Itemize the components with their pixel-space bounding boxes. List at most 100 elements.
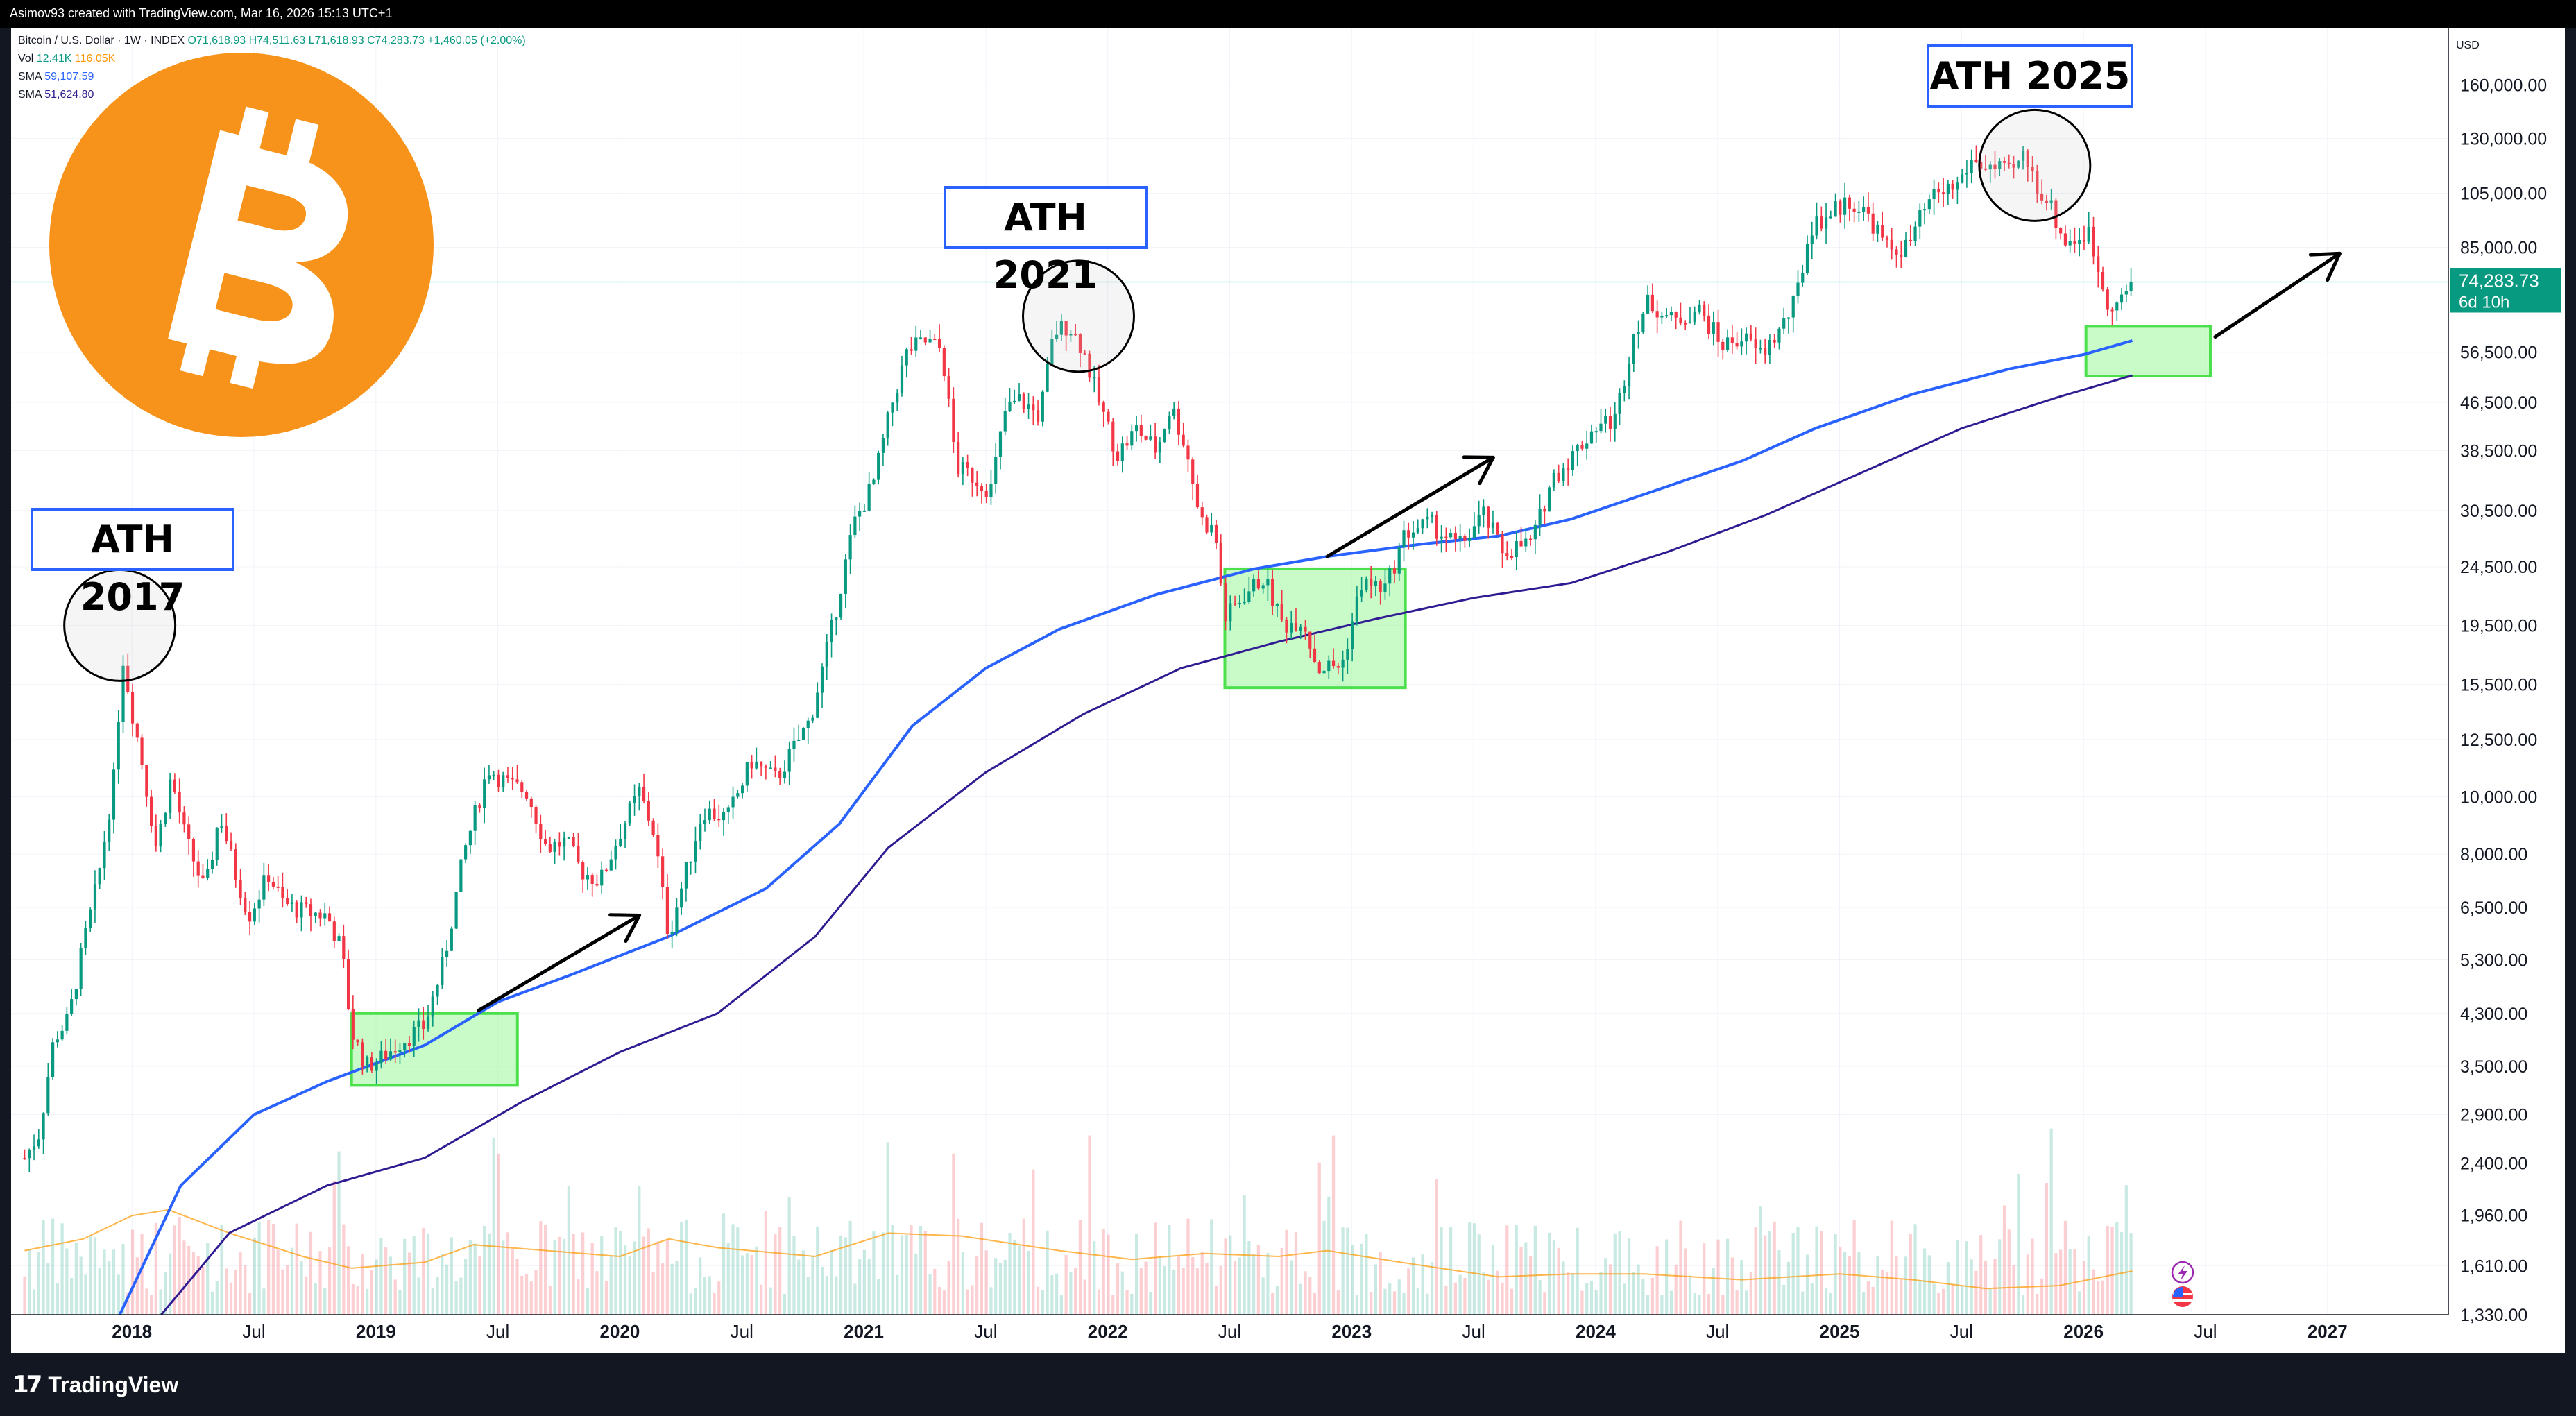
candle (1674, 312, 1678, 318)
volume-bar (1669, 1290, 1673, 1315)
trend-arrow-head (1478, 455, 1495, 486)
frame-left (0, 28, 11, 1353)
volume-bar (1032, 1169, 1035, 1315)
support-zone (1223, 567, 1407, 690)
candle (300, 902, 303, 918)
candle (1365, 578, 1368, 590)
volume-bar (257, 1221, 261, 1315)
candle (154, 826, 157, 847)
support-zone (350, 1012, 519, 1087)
volume-bar (305, 1276, 308, 1315)
volume-bar (1829, 1293, 1832, 1315)
candle (816, 692, 819, 718)
volume-bar (2063, 1220, 2067, 1315)
candle (774, 767, 777, 771)
candle (787, 749, 791, 772)
volume-bar (2031, 1238, 2034, 1315)
candle (820, 666, 824, 693)
candle (361, 1042, 364, 1067)
candle (130, 692, 135, 724)
volume-bar (1749, 1272, 1752, 1315)
volume-bar (149, 1295, 153, 1315)
candle (1440, 536, 1443, 539)
candle (952, 398, 955, 443)
tradingview-logo[interactable]: 17 TradingView (12, 1370, 178, 1399)
candle (79, 948, 83, 989)
candle (1168, 416, 1171, 430)
volume-bar (1256, 1245, 1260, 1315)
volume-bar (806, 1277, 810, 1315)
volume-bar (1280, 1247, 1283, 1315)
volume-bar (1637, 1264, 1640, 1315)
volume-bar (2036, 1294, 2039, 1315)
candle (454, 892, 458, 929)
volume-bar (253, 1238, 256, 1315)
volume-bar (1453, 1282, 1457, 1315)
volume-bar (337, 1151, 341, 1315)
candle (1331, 660, 1336, 667)
candle (1256, 579, 1260, 589)
candle (417, 1020, 420, 1027)
candle (103, 841, 106, 869)
volume-bar (2040, 1278, 2044, 1315)
price-chart[interactable]: 2018 Jul 2019 Jul 2020 Jul 2021 Jul 2022 Jul 2023 J… (11, 28, 2565, 1353)
volume-bar (1505, 1225, 1509, 1315)
candle (28, 1150, 31, 1159)
volume-bar (1074, 1268, 1077, 1315)
candle (1805, 244, 1809, 273)
volume-bar (1562, 1261, 1565, 1315)
volume-bar (633, 1241, 636, 1315)
legend-vol-value: 12.41K (36, 53, 72, 65)
volume-bar (1866, 1281, 1870, 1315)
legend-sma-fast: SMA 59,107.59 (18, 71, 94, 83)
volume-bar (628, 1255, 631, 1315)
candle (1482, 506, 1485, 516)
volume-bar (412, 1236, 416, 1315)
candle (2106, 289, 2109, 310)
volume-bar (1585, 1283, 1589, 1315)
candle (914, 337, 918, 351)
volume-bar (713, 1293, 716, 1315)
volume-bar (191, 1252, 196, 1315)
volume-bar (445, 1264, 449, 1315)
volume-bar (234, 1269, 237, 1315)
candle (957, 442, 960, 475)
volume-bar (1567, 1272, 1570, 1315)
candle (290, 902, 294, 904)
volume-bar (1946, 1262, 1950, 1315)
legend-low: L71,618.93 (308, 35, 364, 46)
volume-bar (966, 1289, 969, 1315)
volume-bar (1195, 1268, 1200, 1315)
candle (2115, 302, 2119, 311)
candle (1589, 431, 1594, 444)
x-tick-label: Jul (731, 1321, 753, 1342)
volume-bar (1041, 1290, 1044, 1315)
candle (1824, 217, 1828, 229)
candle (1632, 333, 1635, 364)
support-zone (2084, 325, 2212, 378)
candle (46, 1077, 50, 1114)
candle (848, 535, 852, 560)
us-flag-icon[interactable] (2172, 1286, 2193, 1307)
candle (1684, 323, 1687, 325)
volume-bar (281, 1269, 284, 1315)
lightning-icon[interactable] (2171, 1261, 2194, 1284)
y-tick-label: 2,400.00 (2460, 1154, 2527, 1174)
candle (257, 899, 261, 909)
volume-bar (1365, 1234, 1368, 1315)
volume-bar (89, 1236, 92, 1315)
y-tick-label: 38,500.00 (2460, 442, 2537, 461)
candle (675, 907, 679, 932)
candle (2021, 151, 2025, 161)
volume-bar (2097, 1281, 2100, 1315)
candle (961, 462, 964, 475)
candle (971, 468, 974, 483)
volume-bar (1435, 1179, 1438, 1315)
candle (1154, 436, 1157, 453)
volume-bar (1815, 1226, 1818, 1315)
candle (323, 913, 327, 919)
volume-bar (614, 1227, 617, 1315)
volume-bar (1370, 1292, 1373, 1315)
volume-bar (1594, 1290, 1598, 1315)
volume-bar (1961, 1286, 1964, 1315)
